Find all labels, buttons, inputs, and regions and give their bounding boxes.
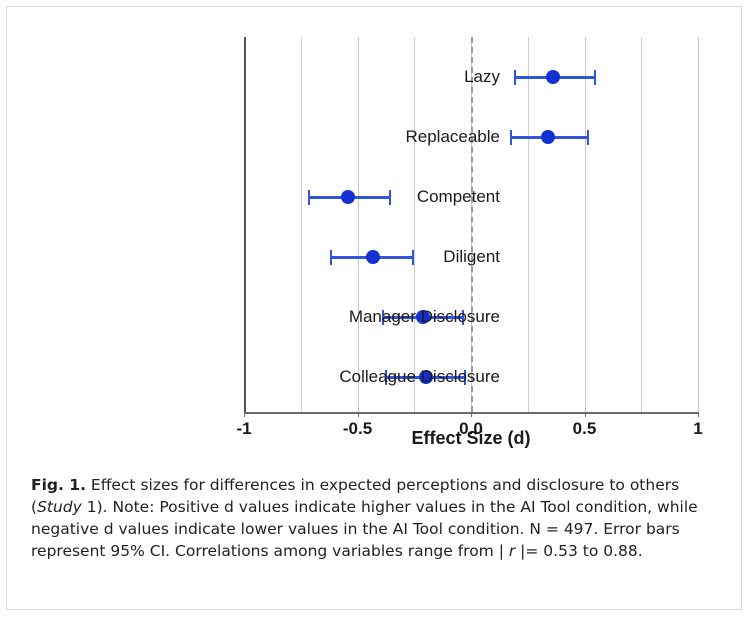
forest-plot-chart: -1 -0.5 0.0 0.5 1 Lazy Replaceable Competent Di… (7, 7, 743, 462)
x-axis-tick (244, 412, 245, 417)
x-axis-tick-label: 0.0 (459, 419, 483, 438)
figure-number: Fig. 1. (31, 476, 86, 494)
y-axis-label: Colleague Disclosure (339, 367, 500, 386)
x-axis-tick-label: -1 (236, 419, 252, 438)
y-axis-label: Diligent (443, 247, 500, 266)
gridline (698, 37, 699, 412)
gridline (527, 37, 529, 412)
ci-cap-lower (307, 190, 310, 205)
caption-text-1: Effect sizes for differences in expected… (31, 476, 680, 516)
effect-size-point[interactable] (341, 190, 356, 204)
x-axis-tick-label: -0.5 (342, 419, 373, 438)
effect-size-point[interactable] (418, 370, 433, 384)
gridline (641, 37, 643, 412)
x-axis-tick-label: 0.5 (572, 419, 597, 438)
x-axis-tick (357, 412, 359, 417)
ci-cap-upper (586, 130, 589, 145)
y-axis-spine (244, 37, 246, 412)
x-axis-title: Effect Size (d) (411, 428, 531, 448)
ci-cap-lower (382, 310, 385, 325)
caption-italic-r: r (508, 542, 516, 560)
gridline (584, 37, 586, 412)
effect-size-point[interactable] (545, 70, 560, 84)
caption-text-2: 1). Note: Positive d values indicate hig… (31, 498, 698, 560)
ci-cap-lower (330, 250, 333, 265)
effect-size-point[interactable] (541, 130, 556, 144)
x-axis-tick (698, 412, 699, 417)
ci-cap-upper (389, 190, 392, 205)
y-axis-label: Manager Disclosure (348, 307, 500, 326)
y-axis-label: Replaceable (405, 127, 500, 146)
x-axis-tick-label: 1 (693, 419, 703, 438)
plot-area: -1 -0.5 0.0 0.5 1 (236, 37, 703, 438)
x-axis-tick (584, 412, 586, 417)
ci-cap-upper (464, 370, 467, 385)
gridline (414, 37, 416, 412)
zero-reference-line (471, 37, 473, 412)
y-axis-label: Competent (416, 187, 500, 206)
caption-text-3: |= 0.53 to 0.88. (515, 542, 643, 560)
ci-cap-lower (514, 70, 517, 85)
ci-cap-lower (384, 370, 387, 385)
x-axis-tick (471, 412, 472, 417)
effect-size-point[interactable] (416, 310, 431, 324)
figure-card: -1 -0.5 0.0 0.5 1 Lazy Replaceable Competent Di… (6, 6, 742, 610)
ci-cap-upper (461, 310, 464, 325)
figure-caption: Fig. 1. Effect sizes for differences in … (31, 474, 721, 562)
ci-cap-upper (411, 250, 414, 265)
caption-italic-study: Study (37, 498, 82, 516)
ci-cap-lower (509, 130, 512, 145)
ci-cap-upper (593, 70, 596, 85)
gridline (357, 37, 359, 412)
y-axis-label: Lazy (464, 67, 500, 86)
effect-size-point[interactable] (366, 250, 381, 264)
gridline (300, 37, 302, 412)
